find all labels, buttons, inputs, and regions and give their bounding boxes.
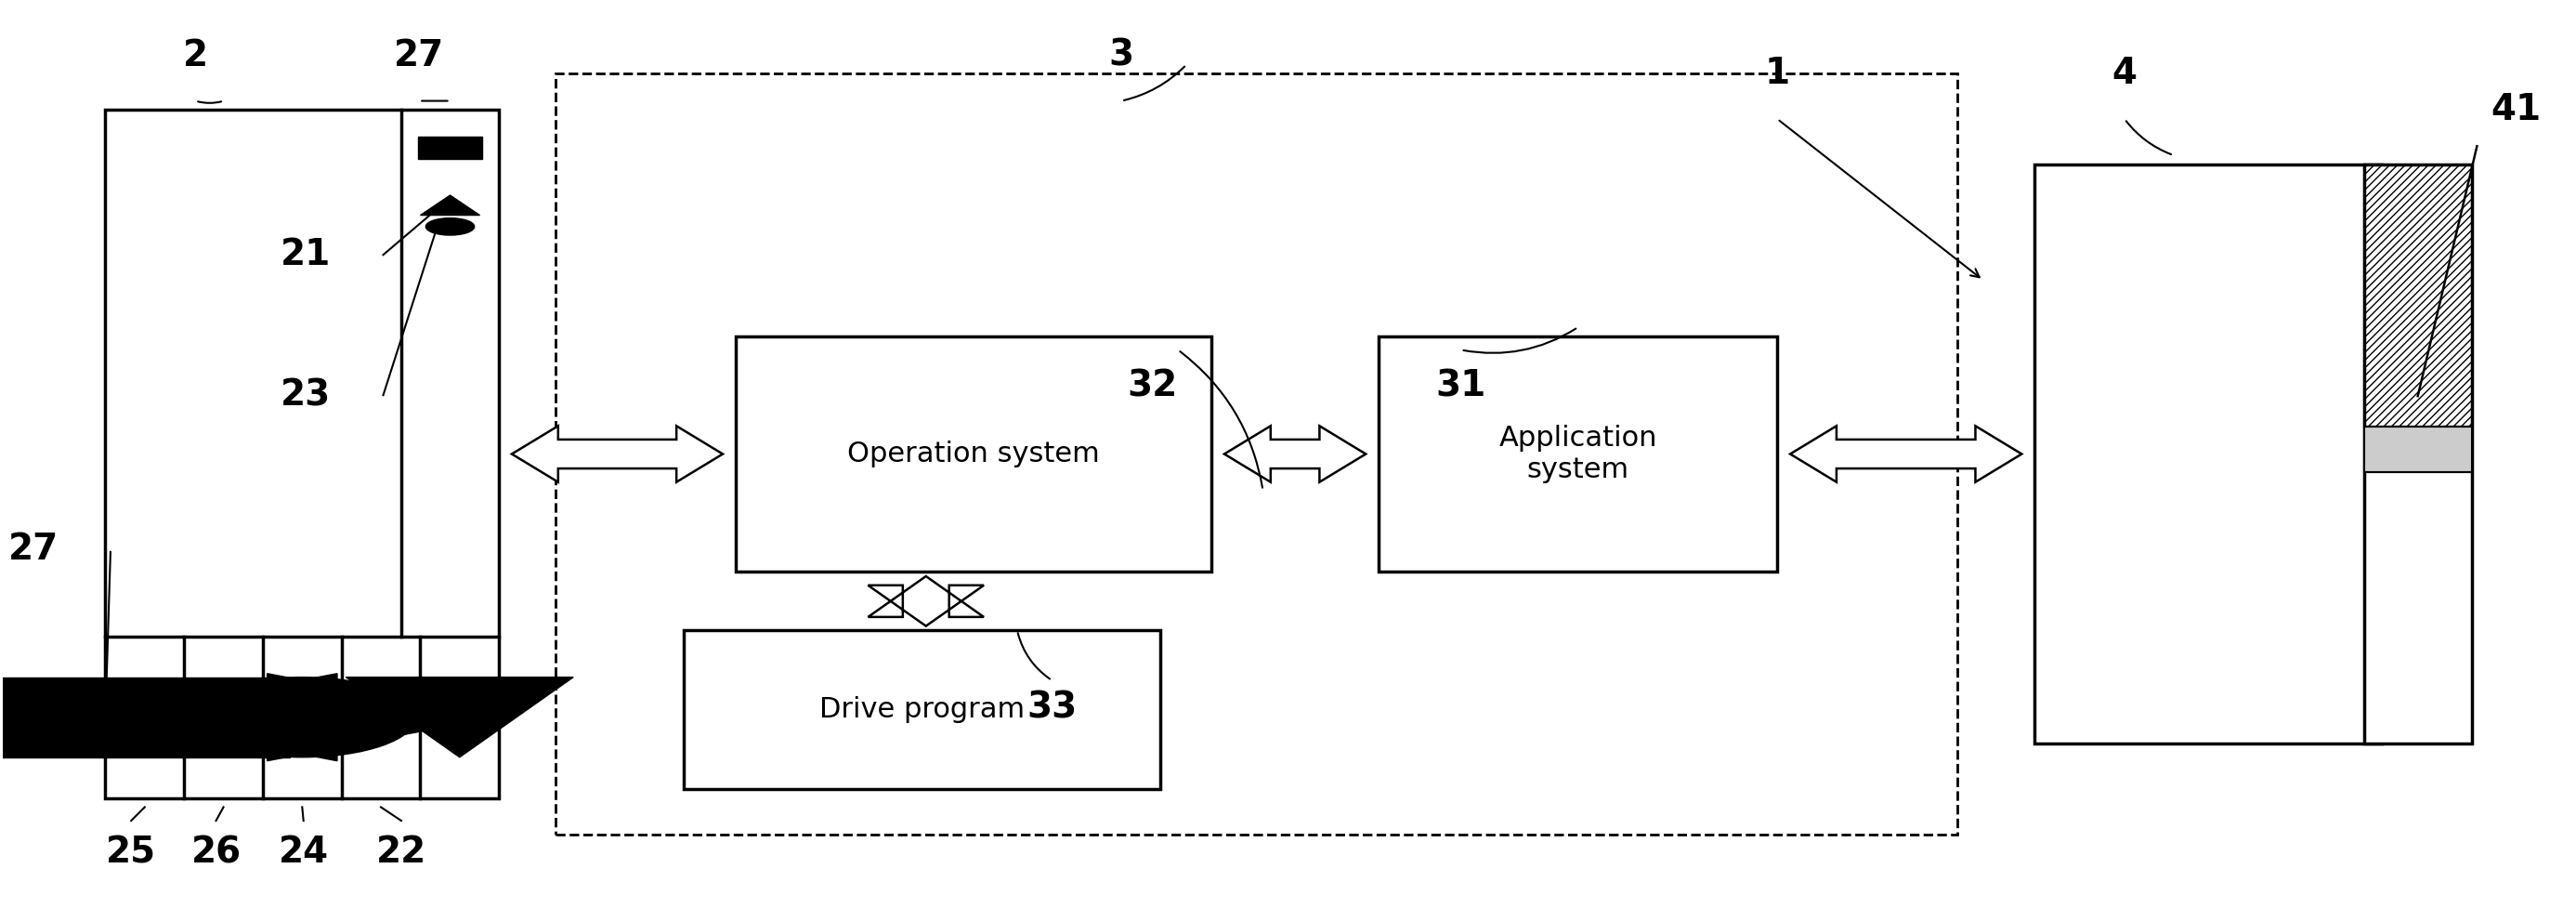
Text: 33: 33 — [1028, 690, 1077, 725]
Text: 2: 2 — [183, 38, 209, 74]
Text: 31: 31 — [1435, 369, 1486, 404]
Bar — [106, 110, 500, 798]
Polygon shape — [111, 674, 337, 761]
Polygon shape — [1790, 426, 2022, 482]
Polygon shape — [513, 426, 724, 482]
Bar — [737, 336, 1211, 572]
Polygon shape — [1224, 426, 1365, 482]
Bar — [556, 74, 1958, 834]
Circle shape — [425, 218, 474, 235]
Polygon shape — [345, 677, 574, 757]
Text: 32: 32 — [1128, 369, 1177, 404]
Bar — [2365, 164, 2473, 427]
Text: 41: 41 — [2491, 93, 2540, 128]
Bar — [1378, 336, 1777, 572]
Text: 27: 27 — [8, 531, 59, 567]
Text: Operation system: Operation system — [848, 440, 1100, 468]
Bar — [0, 677, 289, 757]
Text: 27: 27 — [394, 38, 446, 74]
Bar — [2365, 427, 2473, 472]
Text: 24: 24 — [278, 834, 330, 870]
Bar — [685, 630, 1159, 789]
Text: 4: 4 — [2112, 56, 2138, 92]
Text: 1: 1 — [1765, 56, 1790, 92]
Text: 25: 25 — [106, 834, 157, 870]
Text: 23: 23 — [281, 378, 332, 413]
Polygon shape — [268, 674, 495, 761]
Circle shape — [188, 677, 415, 757]
Text: 26: 26 — [191, 834, 242, 870]
Text: Drive program: Drive program — [819, 696, 1025, 724]
Polygon shape — [420, 195, 479, 215]
Bar — [2365, 164, 2473, 744]
Text: 21: 21 — [281, 237, 332, 272]
Text: Application
system: Application system — [1499, 425, 1656, 483]
Bar — [417, 136, 482, 159]
Polygon shape — [868, 577, 984, 626]
Bar — [2035, 164, 2383, 744]
Text: 3: 3 — [1108, 38, 1133, 74]
Text: 22: 22 — [376, 834, 428, 870]
